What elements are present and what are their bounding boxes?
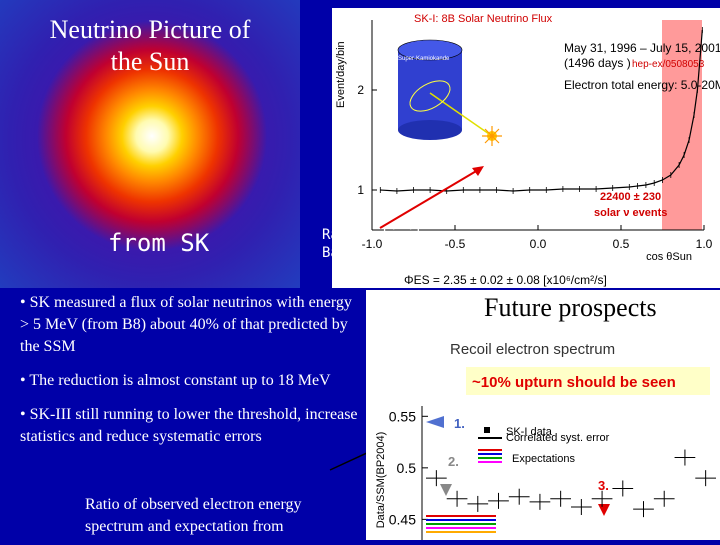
arrow-1-icon [426, 416, 444, 428]
flux-x-label: cos θSun [646, 251, 692, 263]
arrow-3-icon [598, 504, 610, 516]
legend-item: Correlated syst. error [506, 432, 610, 444]
detector-label: Super-Kamiokande [398, 56, 450, 62]
future-heading: Future prospects [484, 293, 657, 322]
title-line-1: Neutrino Picture of [49, 15, 251, 44]
flux-y-tick-label: 1 [357, 183, 364, 197]
marker-3: 3. [598, 478, 609, 493]
legend-item: SK-I data [506, 426, 553, 438]
events-count: 22400 ± 230 [600, 191, 661, 203]
signal-region [662, 20, 702, 230]
flux-formula: ΦES = 2.35 ± 0.02 ± 0.08 [x10⁶/cm²/s] [404, 273, 607, 287]
flux-x-tick-label: -0.5 [445, 237, 466, 251]
detector-cylinder-icon [397, 39, 493, 140]
flux-y-tick-label: 2 [357, 83, 364, 97]
future-prospects-panel: Future prospects Recoil electron spectru… [366, 290, 720, 540]
neutrino-sun-image: Neutrino Picture of the Sun from SK [0, 0, 300, 288]
upturn-banner [466, 367, 710, 395]
sun-image-subtitle: from SK [108, 229, 210, 257]
events-label: solar ν events [594, 207, 667, 219]
flux-chart-title: SK-I: 8B Solar Neutrino Flux [414, 13, 553, 25]
flux-x-tick-label: 0.0 [530, 237, 547, 251]
solar-flux-chart-panel: SK-I: 8B Solar Neutrino Flux Super-Kamio… [332, 8, 720, 288]
future-subheading: Recoil electron spectrum [450, 341, 615, 358]
ratio-caption: Ratio of observed electron energy spectr… [85, 496, 302, 535]
ratio-legend: SK-I data Correlated syst. error Expecta… [478, 426, 610, 465]
annotation-line-1: Radioactivity [322, 227, 432, 243]
bullet-item: • The reduction is almost constant up to… [20, 372, 331, 389]
annotation-line-2: Background [322, 245, 407, 261]
sun-icon [482, 126, 502, 146]
marker-1: 1. [454, 416, 465, 431]
ratio-y-tick-label: 0.5 [397, 460, 417, 476]
ratio-y-tick-label: 0.45 [389, 511, 416, 527]
flux-x-tick-label: 1.0 [696, 237, 713, 251]
bullet-list: • SK measured a flux of solar neutrinos … [20, 292, 360, 460]
flux-x-tick-label: -1.0 [362, 237, 383, 251]
sun-image-title: Neutrino Picture of the Sun [0, 14, 300, 78]
ratio-y-tick-label: 0.55 [389, 408, 416, 424]
title-line-2: the Sun [110, 47, 190, 76]
date-range: May 31, 1996 – July 15, 2001 [564, 41, 720, 55]
bullet-item: • SK-III still running to lower the thre… [20, 406, 358, 445]
arrow-2-icon [440, 484, 452, 496]
legend-item: Expectations [512, 453, 575, 465]
reference: hep-ex/0508053 [632, 59, 705, 70]
radioactivity-annotation: Radioactivity Background [322, 226, 432, 262]
marker-2: 2. [448, 454, 459, 469]
solar-flux-chart: SK-I: 8B Solar Neutrino Flux Super-Kamio… [335, 13, 720, 287]
flux-x-tick-label: 0.5 [613, 237, 630, 251]
energy-range: Electron total energy: 5.0-20MeV [564, 78, 720, 92]
days-count: (1496 days ) [564, 56, 631, 70]
banner-text: ~10% upturn should be seen [472, 374, 676, 391]
flux-y-label: Event/day/bin [335, 41, 347, 108]
bullet-item: • SK measured a flux of solar neutrinos … [20, 294, 352, 355]
future-prospects-chart: Future prospects Recoil electron spectru… [375, 293, 716, 540]
ratio-y-label: Data/SSM(BP2004) [375, 432, 387, 529]
